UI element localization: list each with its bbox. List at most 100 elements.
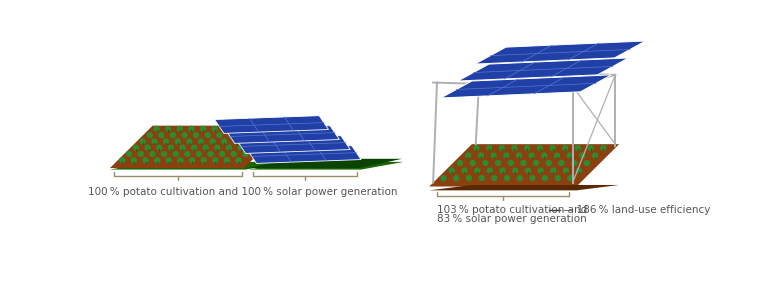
Circle shape [161,152,167,156]
Circle shape [521,161,526,165]
Circle shape [150,152,155,156]
Circle shape [208,152,213,156]
Circle shape [189,126,194,131]
Circle shape [454,176,458,181]
Text: 100 % potato cultivation and 100 % solar power generation: 100 % potato cultivation and 100 % solar… [88,187,398,197]
Circle shape [576,168,581,173]
Circle shape [243,152,248,156]
Circle shape [257,139,262,144]
Circle shape [504,153,508,158]
Polygon shape [441,75,611,98]
Circle shape [580,153,585,158]
Circle shape [441,176,446,181]
Circle shape [516,153,521,158]
Circle shape [177,126,182,131]
Circle shape [168,145,174,150]
Circle shape [542,153,547,158]
Circle shape [127,152,131,156]
Circle shape [187,139,192,144]
Circle shape [247,126,252,131]
Circle shape [250,145,255,150]
Circle shape [538,145,542,150]
Circle shape [152,139,157,144]
Circle shape [465,153,471,158]
Circle shape [500,168,505,173]
Polygon shape [247,146,361,163]
Circle shape [224,158,230,163]
Circle shape [449,168,454,173]
Circle shape [159,133,164,138]
Circle shape [571,161,577,165]
Circle shape [534,161,538,165]
Polygon shape [237,136,350,153]
Circle shape [236,158,241,163]
Circle shape [233,139,238,144]
Circle shape [200,126,206,131]
Circle shape [499,145,505,150]
Circle shape [173,152,178,156]
Circle shape [513,168,518,173]
Circle shape [170,133,175,138]
Circle shape [185,152,190,156]
Circle shape [141,139,145,144]
Circle shape [223,126,229,131]
Circle shape [178,158,183,163]
Circle shape [575,145,581,150]
Circle shape [236,126,240,131]
Circle shape [568,176,573,181]
Polygon shape [249,159,402,168]
Circle shape [525,168,531,173]
Circle shape [478,153,483,158]
Circle shape [166,126,170,131]
Circle shape [474,145,479,150]
Polygon shape [475,41,645,64]
Circle shape [147,133,152,138]
Circle shape [231,152,237,156]
Circle shape [143,158,148,163]
Circle shape [479,176,484,181]
Text: — 186 % land-use efficiency: — 186 % land-use efficiency [562,205,710,215]
Circle shape [205,133,210,138]
Circle shape [210,139,215,144]
Circle shape [197,152,201,156]
Circle shape [564,168,568,173]
Circle shape [546,161,551,165]
Circle shape [512,145,517,150]
Circle shape [491,153,496,158]
Polygon shape [429,144,619,187]
Circle shape [538,168,543,173]
Circle shape [240,133,245,138]
Circle shape [470,161,475,165]
Circle shape [588,145,593,150]
Text: 83 % solar power generation: 83 % solar power generation [437,214,587,224]
Circle shape [568,153,572,158]
Circle shape [120,158,124,163]
Text: 103 % potato cultivation and: 103 % potato cultivation and [437,205,588,215]
Circle shape [488,168,492,173]
Circle shape [131,158,137,163]
Polygon shape [226,126,339,143]
Circle shape [222,139,227,144]
Circle shape [554,153,559,158]
Circle shape [601,145,606,150]
Circle shape [270,126,275,131]
Circle shape [487,145,492,150]
Circle shape [550,145,555,150]
Circle shape [145,145,150,150]
Circle shape [466,176,472,181]
Circle shape [134,145,138,150]
Circle shape [593,153,598,158]
Circle shape [551,168,556,173]
Circle shape [530,176,535,181]
Circle shape [194,133,199,138]
Circle shape [154,158,160,163]
Circle shape [220,152,224,156]
Circle shape [529,153,534,158]
Circle shape [525,145,530,150]
Polygon shape [458,58,628,81]
Circle shape [508,161,513,165]
Circle shape [495,161,501,165]
Circle shape [227,145,231,150]
Circle shape [190,158,194,163]
Circle shape [542,176,548,181]
